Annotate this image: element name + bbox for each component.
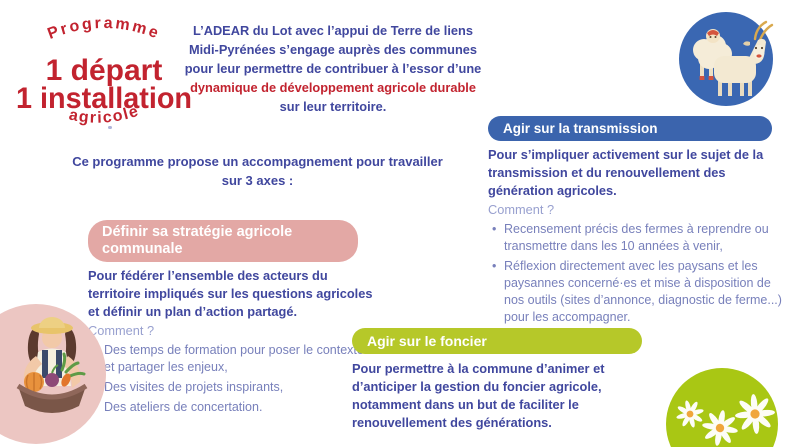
transmission-comment: Comment ? — [488, 202, 555, 217]
daisy-large — [735, 394, 775, 434]
sheep-shape — [693, 29, 732, 80]
daisy-medium — [702, 410, 738, 446]
program-logo-svg: Programme 1 départ 1 installation agrico… — [16, 15, 192, 127]
intro-text-highlight: dynamique de développement agricole dura… — [190, 80, 476, 95]
strategy-bullet: Des visites de projets inspirants, — [88, 379, 376, 396]
foncier-body: Pour permettre à la commune d’animer et … — [352, 361, 605, 430]
intro-text-after: sur leur territoire. — [279, 99, 387, 114]
transmission-bullet: Réflexion directement avec les paysans e… — [488, 258, 784, 326]
strategy-bullet: Des ateliers de concertation. — [88, 399, 376, 416]
farmer-illustration — [0, 300, 120, 447]
logo-arc-top: Programme — [45, 15, 162, 43]
decorative-dot — [108, 126, 112, 129]
section-transmission: Agir sur la transmission Pour s’implique… — [488, 116, 784, 329]
logo-line2: 1 installation — [16, 82, 192, 115]
strategy-body: Pour fédérer l’ensemble des acteurs du t… — [88, 268, 373, 319]
transmission-bullet-list: Recensement précis des fermes à reprendr… — [488, 221, 784, 326]
program-logo: Programme 1 départ 1 installation agrico… — [8, 2, 200, 142]
transmission-bullet: Recensement précis des fermes à reprendr… — [488, 221, 784, 255]
strategy-comment: Comment ? — [88, 323, 155, 338]
transmission-title-pill: Agir sur la transmission — [488, 116, 772, 141]
goat-shape — [714, 20, 774, 96]
daisies-icon — [666, 368, 778, 447]
section-foncier: Agir sur le foncier Pour permettre à la … — [352, 328, 644, 432]
strategy-title-pill: Définir sa stratégie agricole communale — [88, 220, 358, 262]
intro-paragraph: L’ADEAR du Lot avec l’appui de Terre de … — [183, 21, 483, 116]
section-strategy: Définir sa stratégie agricole communale … — [88, 220, 376, 419]
foncier-title-pill: Agir sur le foncier — [352, 328, 642, 354]
logo-line1: 1 départ — [46, 54, 163, 87]
strategy-bullet: Des temps de formation pour poser le con… — [88, 342, 376, 376]
daisies-illustration — [662, 366, 784, 447]
daisy-small — [676, 400, 704, 428]
program-intro-text: Ce programme propose un accompagnement p… — [72, 154, 443, 188]
strategy-bullet-list: Des temps de formation pour poser le con… — [88, 342, 376, 416]
logo-arc-top-text: Programme — [45, 15, 160, 43]
sheep-goat-icon — [679, 12, 774, 106]
intro-text-before: L’ADEAR du Lot avec l’appui de Terre de … — [184, 23, 482, 76]
sheep-goat-illustration — [676, 10, 776, 110]
farmer-icon — [0, 304, 106, 444]
transmission-body: Pour s’impliquer activement sur le sujet… — [488, 147, 764, 198]
